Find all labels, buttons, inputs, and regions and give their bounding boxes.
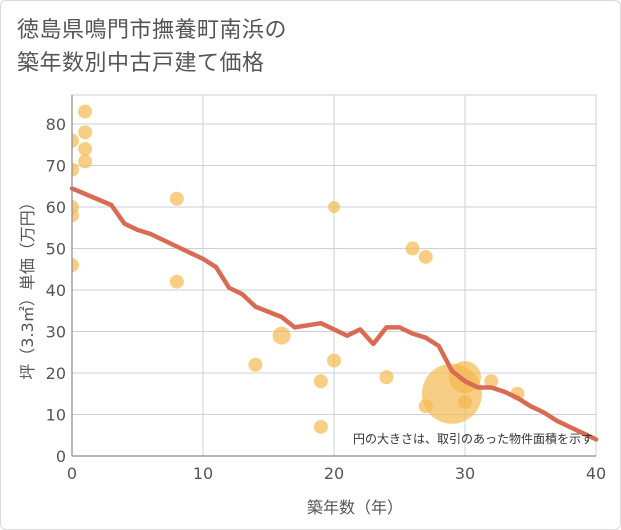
x-tick-label: 0: [67, 464, 77, 483]
y-tick-label: 60: [46, 198, 66, 217]
scatter-point: [327, 353, 341, 368]
scatter-point: [72, 208, 79, 223]
size-note: 円の大きさは、取引のあった物件面積を示す: [353, 431, 593, 446]
x-tick-label: 40: [586, 464, 606, 483]
scatter-point: [379, 370, 394, 385]
scatter-point: [418, 249, 433, 264]
trend-line: [69, 186, 599, 442]
scatter-point: [405, 241, 420, 256]
y-axis-label: 坪（3.3㎡）単価（万円）: [18, 194, 37, 379]
grid-lines: [71, 94, 597, 457]
x-tick-label: 10: [193, 464, 213, 483]
bubbles: [72, 104, 525, 434]
scatter-point: [78, 125, 93, 140]
scatter-point: [78, 141, 93, 156]
y-tick-label: 0: [56, 447, 66, 466]
y-tick-label: 70: [46, 157, 66, 176]
scatter-point: [72, 162, 79, 177]
scatter-point: [72, 258, 79, 273]
y-tick-label: 20: [46, 364, 66, 383]
scatter-point: [248, 357, 263, 372]
x-axis-label: 築年数（年）: [307, 498, 403, 517]
y-tick-label: 10: [46, 406, 66, 425]
scatter-point: [313, 374, 328, 389]
axes: 0 10 20 30 40 50 60 70 80 0 10 20 30 40: [46, 95, 606, 483]
y-tick-label: 40: [46, 281, 66, 300]
scatter-point: [328, 201, 340, 214]
chart-title: 徳島県鳴門市撫養町南浜の 築年数別中古戸建て価格: [17, 18, 288, 76]
y-tick-label: 30: [46, 323, 66, 342]
x-tick-label: 30: [455, 464, 475, 483]
scatter-point: [458, 395, 472, 410]
scatter-point: [78, 104, 93, 119]
trend-line-group: [69, 186, 599, 442]
scatter-point: [78, 154, 93, 169]
y-tick-label: 80: [46, 115, 66, 134]
y-tick-label: 50: [46, 240, 66, 259]
scatter-point: [484, 374, 499, 389]
scatter-point: [72, 133, 79, 148]
scatter-point: [313, 419, 328, 434]
scatter-point: [169, 274, 184, 289]
scatter-point: [272, 326, 291, 345]
scatter-point: [169, 191, 184, 206]
x-tick-label: 20: [324, 464, 344, 483]
